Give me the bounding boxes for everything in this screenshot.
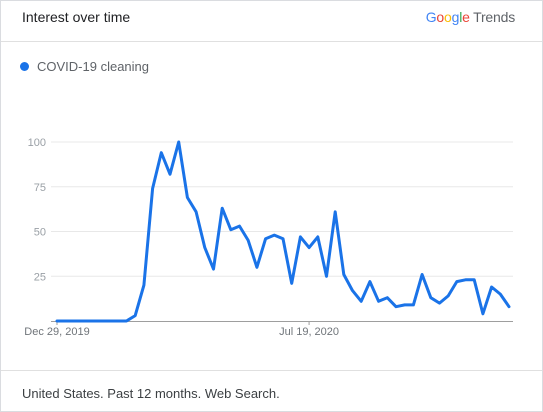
- card-title: Interest over time: [22, 9, 131, 25]
- interest-line-chart[interactable]: 25 50 75 100 Dec 29, 2019 Jul 19, 2020: [1, 1, 542, 371]
- x-tick-label: Dec 29, 2019: [24, 326, 89, 338]
- series-line-covid-19-cleaning: [55, 140, 511, 323]
- logo-letter: g: [451, 9, 460, 25]
- logo-letter: o: [444, 9, 452, 25]
- logo-letter: o: [436, 9, 444, 25]
- chart-legend: COVID-19 cleaning: [20, 59, 149, 74]
- card-footer: United States. Past 12 months. Web Searc…: [1, 370, 542, 412]
- footer-description: United States. Past 12 months. Web Searc…: [22, 386, 280, 401]
- legend-label: COVID-19 cleaning: [37, 59, 149, 74]
- trends-wordmark: Trends: [473, 9, 515, 25]
- legend-dot-icon: [20, 62, 29, 71]
- google-wordmark: Google: [426, 9, 473, 25]
- logo-letter: l: [459, 9, 463, 25]
- y-tick-label: 25: [34, 271, 46, 283]
- google-trends-logo[interactable]: Google Trends: [426, 9, 515, 25]
- x-tick-label: Jul 19, 2020: [279, 326, 339, 338]
- y-tick-label: 100: [28, 137, 46, 149]
- card-header: Interest over time Google Trends: [1, 1, 542, 42]
- y-tick-label: 50: [34, 227, 46, 239]
- logo-letter: G: [425, 9, 437, 25]
- logo-letter: e: [462, 9, 470, 25]
- y-tick-label: 75: [34, 182, 46, 194]
